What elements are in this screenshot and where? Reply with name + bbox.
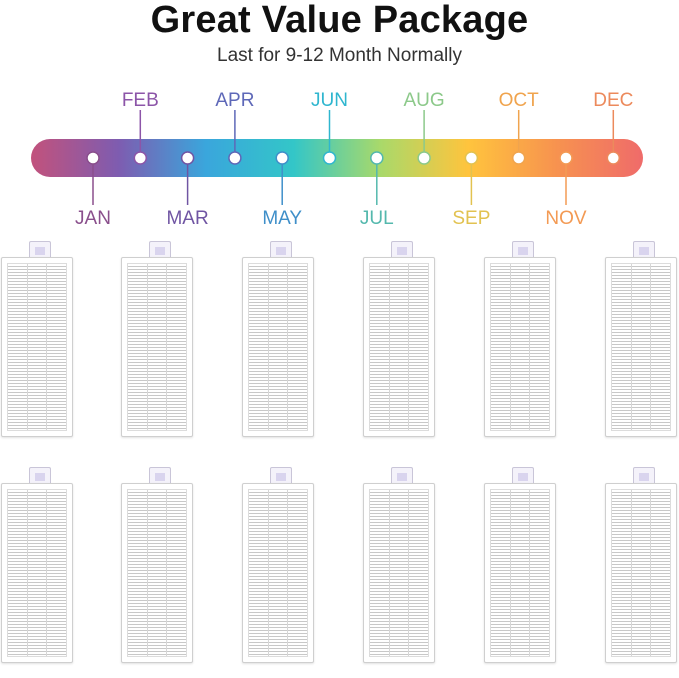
month-label: MAY xyxy=(262,208,302,229)
filter-frame xyxy=(1,257,73,437)
timeline-bar xyxy=(31,139,643,177)
hepa-filter xyxy=(121,467,193,663)
month-marker: JUL xyxy=(360,151,394,229)
filter-pleats xyxy=(490,263,550,431)
filter-tab xyxy=(391,467,413,486)
month-marker: DEC xyxy=(593,90,633,165)
filter-frame xyxy=(605,257,677,437)
hepa-filter xyxy=(605,241,677,437)
filter-pleats xyxy=(7,263,67,431)
hepa-filter xyxy=(242,241,314,437)
filter-grid xyxy=(0,238,679,678)
filter-tab xyxy=(270,467,292,486)
month-marker: NOV xyxy=(545,151,587,229)
month-dot xyxy=(322,151,337,165)
filter-tab xyxy=(512,467,534,486)
filter-pleats xyxy=(611,263,671,431)
month-dot xyxy=(606,151,621,165)
month-marker: FEB xyxy=(122,90,159,165)
month-label: APR xyxy=(215,90,254,111)
month-timeline: JAN FEB MAR APR MAY JUN JUL AUG SEP OCT NOV DEC xyxy=(31,90,643,229)
filter-pleats xyxy=(127,263,187,431)
filter-pleats xyxy=(248,263,308,431)
month-label: NOV xyxy=(545,208,587,229)
month-marker: SEP xyxy=(452,151,490,229)
month-marker: JUN xyxy=(311,90,348,165)
filter-frame xyxy=(484,257,556,437)
filter-tab xyxy=(633,241,655,260)
month-label: MAR xyxy=(166,208,208,229)
filter-tab xyxy=(149,467,171,486)
filter-tab xyxy=(29,241,51,260)
month-marker: JAN xyxy=(75,151,111,229)
filter-pleats xyxy=(611,489,671,657)
filter-pleats xyxy=(490,489,550,657)
month-label: FEB xyxy=(122,90,159,111)
filter-frame xyxy=(242,257,314,437)
month-dot xyxy=(370,151,384,165)
page-subtitle: Last for 9-12 Month Normally xyxy=(217,45,462,66)
hepa-filter xyxy=(1,241,73,437)
filter-pleats xyxy=(369,489,429,657)
month-dot xyxy=(228,151,242,165)
hepa-filter xyxy=(484,467,556,663)
month-dot xyxy=(417,151,431,165)
filter-frame xyxy=(363,257,435,437)
filter-tab xyxy=(149,241,171,260)
month-label: JUL xyxy=(360,208,394,229)
filter-frame xyxy=(121,483,193,663)
month-label: OCT xyxy=(499,90,540,111)
hepa-filter xyxy=(605,467,677,663)
month-dot xyxy=(275,151,289,165)
month-dot xyxy=(86,151,100,165)
hepa-filter xyxy=(363,241,435,437)
month-label: JUN xyxy=(311,90,348,111)
filter-frame xyxy=(242,483,314,663)
filter-tab xyxy=(391,241,413,260)
filter-frame xyxy=(1,483,73,663)
filter-pleats xyxy=(7,489,67,657)
month-label: AUG xyxy=(404,90,445,111)
month-label: DEC xyxy=(593,90,633,111)
month-marker: MAR xyxy=(166,151,209,229)
month-marker: APR xyxy=(215,90,254,165)
month-label: JAN xyxy=(75,208,111,229)
filter-frame xyxy=(605,483,677,663)
month-dot xyxy=(180,151,195,165)
filter-tab xyxy=(270,241,292,260)
month-marker: AUG xyxy=(404,90,445,165)
page-title: Great Value Package xyxy=(150,0,529,41)
month-dot xyxy=(511,151,526,165)
filter-frame xyxy=(121,257,193,437)
hepa-filter xyxy=(363,467,435,663)
filter-tab xyxy=(633,467,655,486)
hepa-filter xyxy=(121,241,193,437)
filter-pleats xyxy=(127,489,187,657)
filter-tab xyxy=(512,241,534,260)
hepa-filter xyxy=(242,467,314,663)
filter-pleats xyxy=(248,489,308,657)
month-marker: MAY xyxy=(262,151,302,229)
filter-frame xyxy=(363,483,435,663)
filter-frame xyxy=(484,483,556,663)
month-dot xyxy=(464,151,479,165)
month-dot xyxy=(559,151,573,165)
month-dot xyxy=(133,151,148,165)
hepa-filter xyxy=(484,241,556,437)
filter-tab xyxy=(29,467,51,486)
hepa-filter xyxy=(1,467,73,663)
month-label: SEP xyxy=(452,208,490,229)
filter-pleats xyxy=(369,263,429,431)
month-marker: OCT xyxy=(499,90,540,165)
